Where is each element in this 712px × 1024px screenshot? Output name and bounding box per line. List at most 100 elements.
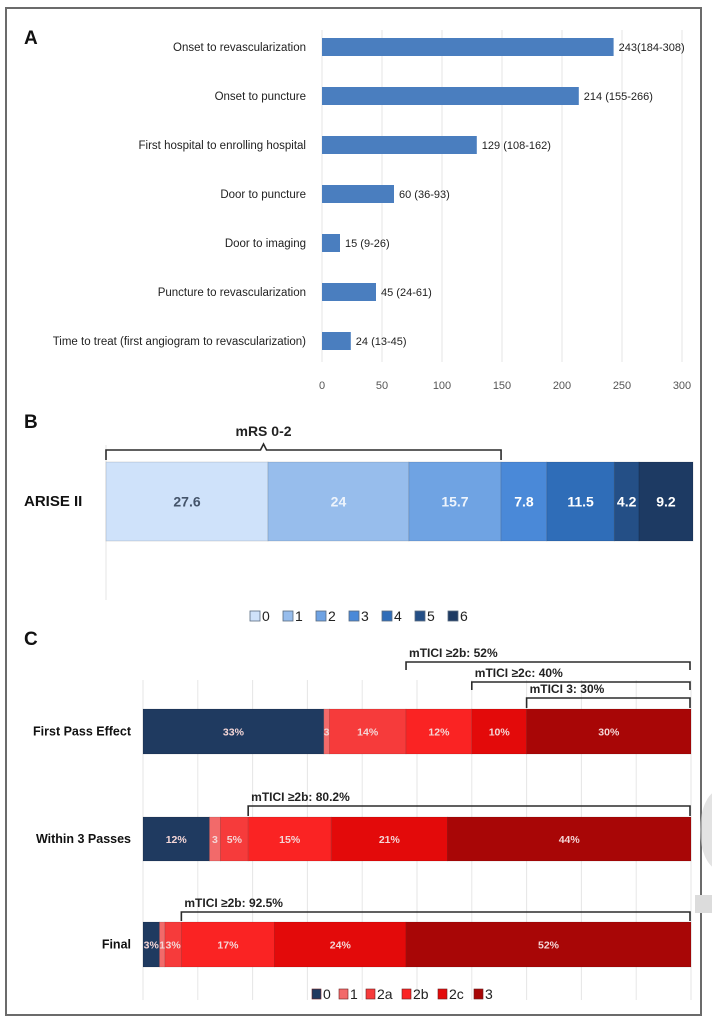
legend-label: 2b [413, 986, 429, 1002]
segment-mtici-2a [329, 708, 407, 755]
category-label: Puncture to revascularization [158, 287, 306, 299]
category-label: Time to treat (first angiogram to revasc… [53, 336, 306, 348]
legend-label: 5 [427, 608, 435, 624]
segment-mtici-2a [220, 816, 249, 862]
segment-label: 44% [559, 834, 581, 846]
legend-label: 1 [295, 608, 303, 624]
legend-swatch [282, 610, 294, 622]
x-tick-label: 0 [319, 380, 325, 392]
legend-swatch [414, 610, 426, 622]
segment-mrs-0 [105, 461, 269, 542]
data-label: 243(184-308) [619, 42, 685, 54]
category-label: Onset to puncture [215, 91, 306, 103]
segment-mtici-3 [405, 921, 692, 968]
segment-label: 1 [159, 940, 165, 952]
segment-label: 3% [144, 940, 160, 952]
category-label: Door to imaging [225, 238, 306, 250]
overlay-circle-artifact [700, 790, 712, 870]
bar [322, 185, 394, 203]
legend-label: 6 [460, 608, 468, 624]
data-label: 129 (108-162) [482, 140, 551, 152]
segment-label: 4.2 [617, 494, 637, 510]
segment-label: 17% [217, 940, 239, 952]
segment-mtici-2c [471, 708, 527, 755]
legend-swatch [401, 988, 412, 1000]
data-label: 45 (24-61) [381, 287, 432, 299]
data-label: 15 (9-26) [345, 238, 390, 250]
legend-swatch [338, 988, 349, 1000]
legend-swatch [348, 610, 360, 622]
segment-label: 30% [598, 727, 620, 739]
row-label: First Pass Effect [33, 725, 132, 739]
x-tick-label: 150 [493, 380, 511, 392]
segment-label: 3 [324, 727, 330, 739]
category-label: Onset to revascularization [173, 42, 306, 54]
panel-a-letter: A [24, 28, 38, 49]
legend-swatch [365, 988, 376, 1000]
segment-mtici-2b [247, 816, 332, 862]
segment-mtici-0 [142, 708, 325, 755]
segment-label: 15.7 [441, 494, 468, 510]
legend-swatch [311, 988, 322, 1000]
legend-label: 0 [262, 608, 270, 624]
bar [322, 87, 579, 105]
segment-label: 12% [428, 727, 450, 739]
segment-label: 33% [223, 727, 245, 739]
bracket-label: mTICI ≥2c: 40% [475, 666, 563, 680]
data-label: 60 (36-93) [399, 189, 450, 201]
row-label: ARISE II [24, 493, 82, 510]
segment-mrs-2 [408, 461, 502, 542]
overlay-bar-artifact [695, 895, 712, 913]
bracket-label: mTICI ≥2b: 52% [409, 646, 498, 660]
legend-label: 3 [485, 986, 493, 1002]
x-tick-label: 300 [673, 380, 691, 392]
x-tick-label: 250 [613, 380, 631, 392]
segment-mtici-2c [274, 921, 407, 968]
legend-swatch [437, 988, 448, 1000]
segment-label: 5% [227, 834, 243, 846]
mtici-bracket [247, 805, 691, 816]
segment-label: 9.2 [656, 494, 676, 510]
bar [322, 332, 351, 350]
segment-mrs-3 [500, 461, 548, 542]
legend-swatch [249, 610, 261, 622]
row-label: Final [102, 938, 131, 952]
legend-label: 3 [361, 608, 369, 624]
legend-label: 4 [394, 608, 402, 624]
bracket-label: mTICI ≥2b: 80.2% [251, 790, 350, 804]
legend-label: 2c [449, 986, 464, 1002]
panel-a-chart: 0 50 100 150 200 250 300 Onset to revasculariza… [53, 30, 691, 392]
mtici-bracket [405, 661, 691, 670]
segment-label: 10% [489, 727, 511, 739]
segment-mtici-2c [330, 816, 448, 862]
mtici-bracket [180, 911, 691, 921]
segment-label: 12% [166, 834, 188, 846]
segment-label: 27.6 [173, 494, 200, 510]
row-label: Within 3 Passes [36, 832, 131, 846]
data-label: 24 (13-45) [356, 336, 407, 348]
x-tick-label: 100 [433, 380, 451, 392]
segment-label: 24% [330, 940, 352, 952]
legend-label: 1 [350, 986, 358, 1002]
mtici-bracket [471, 681, 691, 690]
segment-mrs-6 [638, 461, 694, 542]
panel-c-chart: First Pass Effect 33% 3 14% 12% 10% 30%Within … [33, 646, 692, 1002]
category-label: First hospital to enrolling hospital [139, 140, 306, 152]
segment-label: 15% [279, 834, 301, 846]
segment-mtici-0 [142, 816, 210, 862]
data-label: 214 (155-266) [584, 91, 653, 103]
legend-label: 0 [323, 986, 331, 1002]
legend-swatch [381, 610, 393, 622]
bar [322, 234, 340, 252]
segment-label: 24 [331, 494, 347, 510]
segment-mrs-1 [267, 461, 410, 542]
legend-swatch [447, 610, 459, 622]
legend-swatch [473, 988, 484, 1000]
panel-b-letter: B [24, 412, 38, 433]
mrs-bracket [105, 442, 502, 460]
segment-label: 3 [212, 834, 218, 846]
bracket-label: mTICI 3: 30% [530, 682, 605, 696]
bar [322, 38, 614, 56]
x-tick-label: 50 [376, 380, 388, 392]
